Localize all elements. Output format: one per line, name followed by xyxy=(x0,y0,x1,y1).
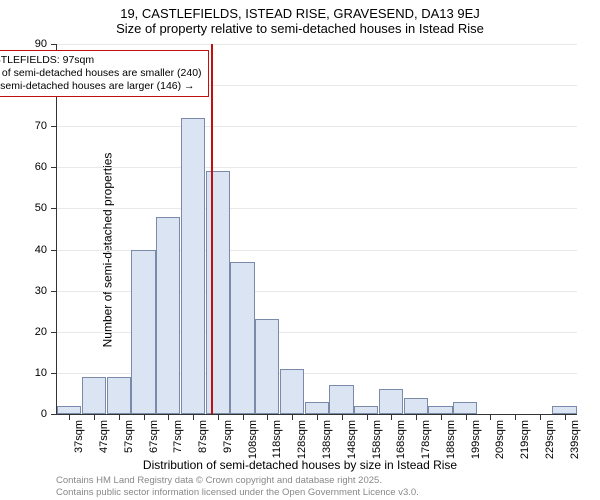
x-tick xyxy=(267,414,268,420)
x-tick xyxy=(466,414,467,420)
histogram-bar xyxy=(107,377,131,414)
x-tick xyxy=(416,414,417,420)
x-tick-label: 67sqm xyxy=(148,420,160,453)
x-tick-label: 229sqm xyxy=(544,420,556,459)
histogram-bar xyxy=(552,406,576,414)
x-tick-label: 108sqm xyxy=(247,420,259,459)
histogram-bar xyxy=(280,369,304,414)
y-tick xyxy=(51,167,57,168)
title-sub: Size of property relative to semi-detach… xyxy=(0,21,600,36)
histogram-bar xyxy=(404,398,428,414)
histogram-bar xyxy=(453,402,477,414)
y-tick xyxy=(51,373,57,374)
x-tick-label: 219sqm xyxy=(519,420,531,459)
y-tick-label: 40 xyxy=(35,244,47,256)
x-tick xyxy=(441,414,442,420)
histogram-bar xyxy=(181,118,205,414)
x-tick xyxy=(193,414,194,420)
attribution-line1: Contains HM Land Registry data © Crown c… xyxy=(56,475,419,486)
x-tick xyxy=(342,414,343,420)
x-tick xyxy=(69,414,70,420)
y-tick-label: 90 xyxy=(35,38,47,50)
histogram-bar xyxy=(156,217,180,414)
histogram-bar xyxy=(131,250,155,414)
x-tick-label: 158sqm xyxy=(371,420,383,459)
x-tick xyxy=(367,414,368,420)
histogram-bar xyxy=(82,377,106,414)
histogram-bar xyxy=(354,406,378,414)
x-tick-label: 209sqm xyxy=(494,420,506,459)
y-tick-label: 0 xyxy=(41,408,47,420)
title-main: 19, CASTLEFIELDS, ISTEAD RISE, GRAVESEND… xyxy=(0,0,600,21)
x-tick xyxy=(144,414,145,420)
x-tick-label: 77sqm xyxy=(172,420,184,453)
attribution-line2: Contains public sector information licen… xyxy=(56,487,419,498)
x-tick xyxy=(243,414,244,420)
chart-container: 19, CASTLEFIELDS, ISTEAD RISE, GRAVESEND… xyxy=(0,0,600,500)
x-axis-label: Distribution of semi-detached houses by … xyxy=(0,458,600,472)
x-tick-label: 97sqm xyxy=(222,420,234,453)
gridline xyxy=(57,126,577,127)
histogram-bar xyxy=(230,262,254,414)
x-tick-label: 168sqm xyxy=(395,420,407,459)
x-tick xyxy=(292,414,293,420)
gridline xyxy=(57,167,577,168)
x-tick xyxy=(540,414,541,420)
x-tick xyxy=(119,414,120,420)
annotation-line2: ← 62% of semi-detached houses are smalle… xyxy=(0,67,202,80)
x-tick-label: 87sqm xyxy=(197,420,209,453)
y-tick-label: 20 xyxy=(35,326,47,338)
x-tick-label: 128sqm xyxy=(296,420,308,459)
x-tick-label: 138sqm xyxy=(321,420,333,459)
histogram-bar xyxy=(379,389,403,414)
annotation-line1: 19 CASTLEFIELDS: 97sqm xyxy=(0,54,202,67)
y-tick-label: 10 xyxy=(35,367,47,379)
y-tick-label: 50 xyxy=(35,202,47,214)
attribution-text: Contains HM Land Registry data © Crown c… xyxy=(56,475,419,498)
x-tick xyxy=(218,414,219,420)
histogram-bar xyxy=(206,171,230,414)
x-tick-label: 239sqm xyxy=(569,420,581,459)
x-tick-label: 118sqm xyxy=(271,420,283,458)
histogram-bar xyxy=(57,406,81,414)
y-tick-label: 70 xyxy=(35,120,47,132)
x-tick-label: 199sqm xyxy=(470,420,482,459)
x-tick-label: 57sqm xyxy=(123,420,135,453)
reference-line xyxy=(211,44,213,414)
x-tick xyxy=(515,414,516,420)
y-tick xyxy=(51,414,57,415)
annotation-line3: 38% of semi-detached houses are larger (… xyxy=(0,80,202,93)
x-tick-label: 178sqm xyxy=(420,420,432,459)
gridline xyxy=(57,208,577,209)
x-tick xyxy=(317,414,318,420)
x-tick-label: 47sqm xyxy=(98,420,110,453)
x-tick xyxy=(391,414,392,420)
y-tick xyxy=(51,44,57,45)
gridline xyxy=(57,44,577,45)
plot-area: 010203040506070809037sqm47sqm57sqm67sqm7… xyxy=(56,44,577,415)
x-tick xyxy=(94,414,95,420)
y-tick xyxy=(51,208,57,209)
x-tick-label: 148sqm xyxy=(346,420,358,459)
y-tick xyxy=(51,332,57,333)
annotation-callout: 19 CASTLEFIELDS: 97sqm ← 62% of semi-det… xyxy=(0,50,209,97)
y-tick xyxy=(51,250,57,251)
y-tick-label: 30 xyxy=(35,285,47,297)
y-tick xyxy=(51,126,57,127)
x-tick xyxy=(490,414,491,420)
x-tick xyxy=(565,414,566,420)
histogram-bar xyxy=(329,385,353,414)
y-tick-label: 60 xyxy=(35,161,47,173)
histogram-bar xyxy=(428,406,452,414)
x-tick-label: 188sqm xyxy=(445,420,457,459)
x-tick xyxy=(168,414,169,420)
x-tick-label: 37sqm xyxy=(73,420,85,453)
y-tick xyxy=(51,291,57,292)
histogram-bar xyxy=(305,402,329,414)
histogram-bar xyxy=(255,319,279,414)
